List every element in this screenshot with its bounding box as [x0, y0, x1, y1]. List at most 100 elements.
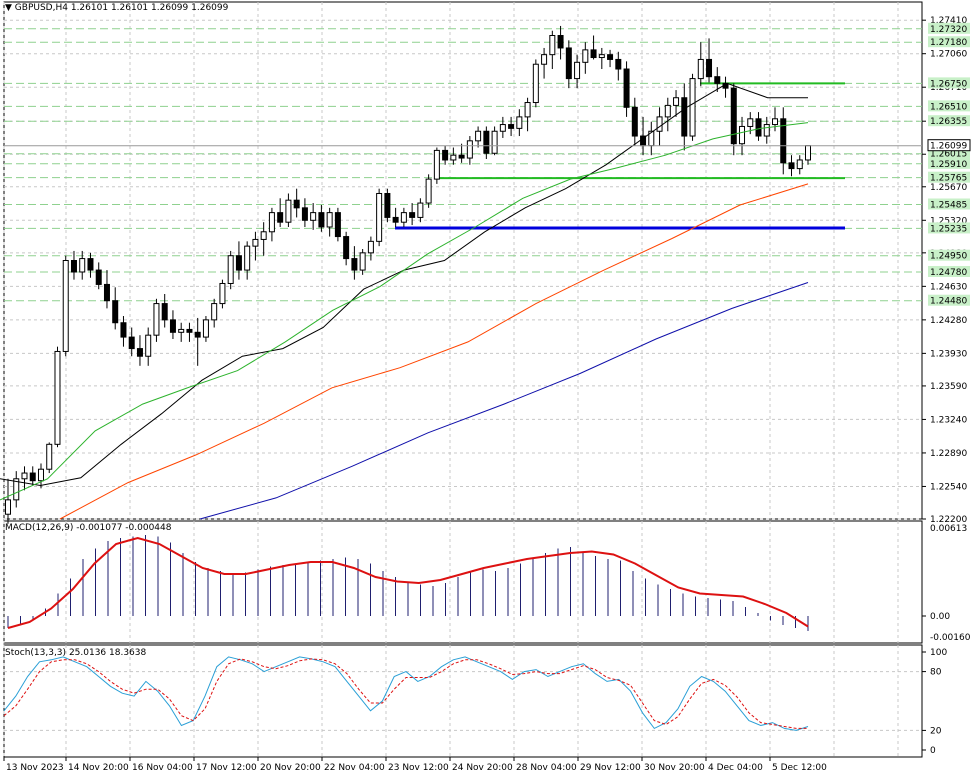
- level-tag-label: 1.24480: [930, 297, 967, 307]
- price-axis-label: 1.22890: [930, 449, 967, 459]
- price-axis-label: 1.25320: [930, 216, 967, 226]
- chart-header: ▼ GBPUSD,H4 1.26101 1.26101 1.26099 1.26…: [5, 3, 228, 13]
- current-price-tag: [927, 139, 971, 152]
- stoch-main-line: [3, 656, 809, 731]
- candle-bear: [186, 328, 193, 333]
- candle-bear: [631, 106, 638, 137]
- candle-bear: [318, 212, 325, 228]
- candle-bear: [755, 118, 762, 137]
- candle-bear: [615, 58, 622, 70]
- candle-bull: [524, 102, 531, 118]
- price-axis-label: 1.23930: [930, 349, 967, 359]
- candle-bull: [697, 58, 704, 80]
- candle-bear: [590, 49, 597, 59]
- ma-line-blue: [199, 282, 809, 520]
- macd-label: MACD(12,26,9): [5, 523, 74, 533]
- level-tag-bg: [928, 22, 970, 34]
- candle-bear: [681, 97, 688, 137]
- price-axis-label: 1.24280: [930, 316, 967, 326]
- level-tag-bg: [928, 147, 970, 159]
- candle-bear: [351, 258, 358, 271]
- stoch-axis-label: 0: [930, 746, 936, 756]
- candle-bull: [656, 116, 663, 132]
- candle-bear: [95, 269, 102, 285]
- time-axis-label: 23 Nov 12:00: [388, 763, 449, 773]
- level-tag-bg: [928, 157, 970, 169]
- candle-bull: [532, 63, 539, 104]
- candle-bear: [277, 212, 284, 223]
- ohlc-open: 1.26101: [70, 3, 109, 13]
- candle-bull: [772, 118, 779, 126]
- candle-bull: [252, 238, 259, 247]
- time-axis-label: 16 Nov 04:00: [132, 763, 193, 773]
- candle-bull: [37, 468, 44, 482]
- candle-bear: [235, 255, 242, 271]
- candle-bear: [194, 331, 201, 338]
- candle-bull: [376, 192, 383, 242]
- candle-bear: [508, 124, 515, 129]
- candle-bull: [417, 202, 424, 218]
- time-axis-label: 22 Nov 04:00: [324, 763, 385, 773]
- ma-line-black: [0, 82, 808, 487]
- candle-bear: [780, 118, 787, 164]
- ma-line-orange: [59, 183, 809, 520]
- level-tag-label: 1.25485: [930, 200, 967, 210]
- stoch-axis-label: 20: [930, 726, 942, 736]
- candle-bear: [706, 58, 713, 78]
- time-axis-label: 20 Nov 20:00: [260, 763, 321, 773]
- stoch-values: 25.0136 18.3638: [68, 648, 147, 658]
- macd-axis-zero: 0.00: [930, 612, 950, 622]
- time-axis-label: 28 Nov 04:00: [516, 763, 577, 773]
- candle-bull: [145, 334, 152, 357]
- level-tag-label: 1.26355: [930, 117, 967, 127]
- stoch-axis-label: 100: [930, 648, 947, 658]
- candle-bull: [582, 49, 589, 63]
- collapse-triangle-icon[interactable]: ▼: [5, 3, 12, 13]
- level-tag-bg: [928, 100, 970, 112]
- candle-bear: [730, 87, 737, 145]
- candle-bear: [557, 35, 564, 49]
- candle-bear: [334, 212, 341, 238]
- candle-bull: [13, 478, 20, 501]
- candle-bull: [541, 54, 548, 65]
- candle-bull: [211, 303, 218, 321]
- candle-bull: [549, 35, 556, 56]
- candle-bear: [87, 258, 94, 271]
- candle-bull: [516, 116, 523, 129]
- candle-bull: [433, 149, 440, 180]
- candle-bull: [574, 61, 581, 80]
- price-axis-label: 1.27060: [930, 50, 967, 60]
- price-axis-label: 1.22200: [930, 515, 967, 525]
- candle-bear: [161, 303, 168, 321]
- candle-bull: [153, 303, 160, 336]
- level-tag-label: 1.24950: [930, 252, 967, 262]
- macd-signal-line: [7, 536, 809, 629]
- time-axis-label: 4 Dec 04:00: [708, 763, 763, 773]
- price-axis-label: 1.23590: [930, 382, 967, 392]
- stoch-signal-line: [3, 658, 808, 729]
- candle-bull: [425, 178, 432, 204]
- candle-bull: [359, 252, 366, 271]
- ohlc-close: 1.26099: [191, 3, 229, 13]
- candle-bear: [301, 207, 308, 221]
- candle-bear: [788, 162, 795, 170]
- candle-bear: [483, 130, 490, 154]
- candle-bear: [70, 260, 77, 273]
- ma-line-green: [0, 122, 809, 501]
- candle-bull: [499, 124, 506, 132]
- candle-bear: [442, 149, 449, 161]
- stoch-label: Stoch(13,3,3): [5, 648, 67, 658]
- level-tag-label: 1.25235: [930, 224, 967, 234]
- level-tag-label: 1.27180: [930, 38, 967, 48]
- candle-bear: [565, 47, 572, 80]
- price-axis-label: 1.22540: [930, 482, 967, 492]
- candle-bear: [343, 236, 350, 260]
- candle-bull: [450, 154, 457, 161]
- candle-bear: [623, 68, 630, 108]
- candle-bull: [178, 328, 185, 333]
- candle-bull: [763, 124, 770, 137]
- macd-values: -0.001077 -0.000448: [76, 523, 172, 533]
- candle-bull: [466, 140, 473, 159]
